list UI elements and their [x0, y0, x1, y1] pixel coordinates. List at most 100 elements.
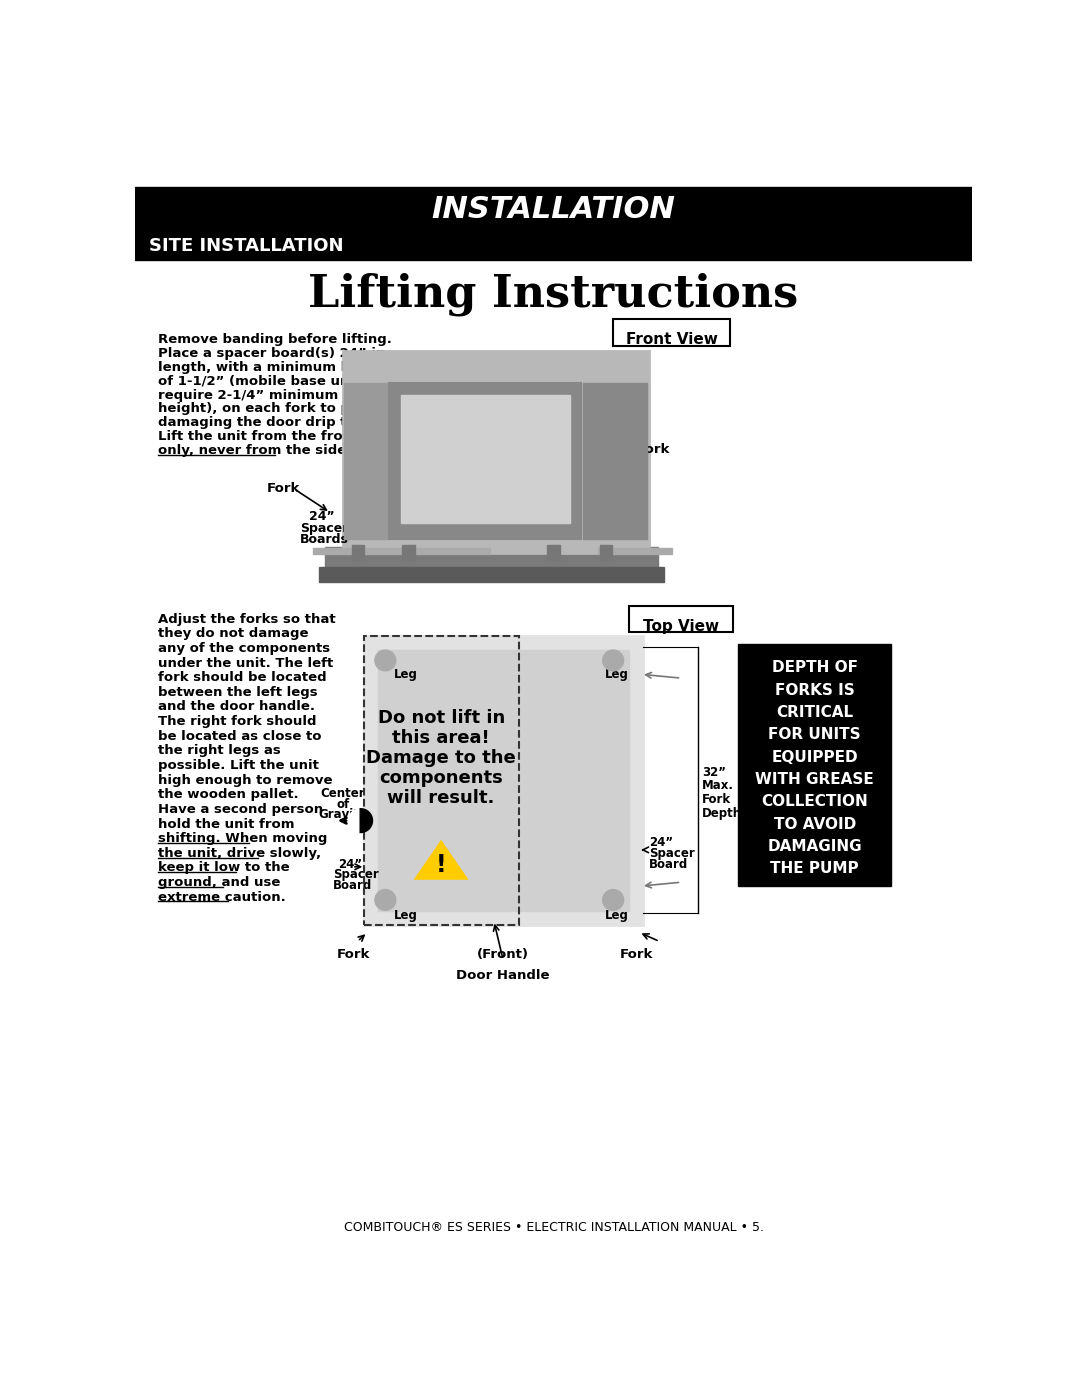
Text: and the door handle.: and the door handle. [159, 700, 315, 714]
Text: 32”: 32” [702, 766, 727, 778]
Circle shape [375, 890, 395, 909]
Text: ground, and use: ground, and use [159, 876, 281, 888]
Text: possible. Lift the unit: possible. Lift the unit [159, 759, 319, 773]
Text: THE PUMP: THE PUMP [770, 862, 859, 876]
Text: Fork: Fork [702, 793, 731, 806]
Text: 24”: 24” [649, 835, 673, 849]
Circle shape [603, 651, 623, 671]
Text: Board: Board [333, 879, 372, 893]
Text: Do not lift in: Do not lift in [378, 708, 504, 726]
Text: Adjust the forks so that: Adjust the forks so that [159, 613, 336, 626]
Text: length, with a minimum height: length, with a minimum height [159, 360, 389, 374]
Text: require 2-1/4” minimum: require 2-1/4” minimum [159, 388, 338, 401]
Wedge shape [361, 809, 373, 833]
Bar [738, 644, 891, 886]
Bar [389, 383, 581, 539]
Bar [378, 650, 629, 911]
Text: height), on each fork to prevent: height), on each fork to prevent [159, 402, 400, 415]
Text: Lifting Instructions: Lifting Instructions [309, 272, 798, 317]
Text: Spacer: Spacer [649, 847, 694, 859]
Text: INSTALLATION: INSTALLATION [432, 196, 675, 225]
Bar [135, 233, 972, 260]
Text: the unit, drive slowly,: the unit, drive slowly, [159, 847, 322, 859]
Circle shape [375, 651, 395, 671]
Text: Place a spacer board(s) 24” in: Place a spacer board(s) 24” in [159, 346, 386, 360]
Bar [364, 636, 518, 925]
Text: Center: Center [321, 787, 365, 799]
FancyBboxPatch shape [613, 320, 730, 345]
Text: Board: Board [649, 858, 688, 870]
Bar [342, 351, 649, 553]
Text: FORKS IS: FORKS IS [774, 683, 854, 697]
Text: Have a second person: Have a second person [159, 803, 323, 816]
Text: components: components [379, 768, 503, 787]
Text: Remove banding before lifting.: Remove banding before lifting. [159, 334, 392, 346]
Text: keep it low to the: keep it low to the [159, 862, 289, 875]
FancyBboxPatch shape [629, 606, 732, 631]
Bar [401, 395, 570, 524]
Text: Fork: Fork [637, 443, 671, 455]
Text: hold the unit from: hold the unit from [159, 817, 295, 831]
Bar [320, 567, 664, 583]
Wedge shape [349, 809, 361, 833]
Bar [313, 548, 490, 555]
Text: Spacer: Spacer [333, 869, 378, 882]
Text: only, never from the side.: only, never from the side. [159, 444, 352, 457]
Text: this area!: this area! [392, 729, 490, 747]
Text: 24”: 24” [309, 510, 335, 524]
Text: !: ! [436, 854, 446, 877]
Text: Depth: Depth [702, 807, 742, 820]
Text: of 1-1/2” (mobile base units: of 1-1/2” (mobile base units [159, 374, 368, 388]
Bar [548, 545, 559, 560]
Text: DAMAGING: DAMAGING [768, 840, 862, 854]
Text: TO AVOID: TO AVOID [773, 817, 855, 831]
Text: Leg: Leg [394, 668, 418, 682]
Text: Door Handle: Door Handle [457, 970, 550, 982]
Text: fork should be located: fork should be located [159, 671, 327, 685]
Text: damaging the door drip tray.: damaging the door drip tray. [159, 416, 375, 429]
Text: EQUIPPED: EQUIPPED [771, 750, 858, 764]
Text: Max.: Max. [702, 780, 734, 792]
Bar [364, 636, 643, 925]
Text: Fork: Fork [619, 947, 652, 961]
Text: of: of [336, 798, 349, 810]
Text: will result.: will result. [388, 789, 495, 807]
Text: DEPTH OF: DEPTH OF [772, 661, 858, 675]
Text: Front View: Front View [626, 332, 718, 348]
Circle shape [603, 890, 623, 909]
Text: be located as close to: be located as close to [159, 729, 322, 743]
Text: Boards: Boards [300, 532, 349, 546]
Text: Leg: Leg [394, 909, 418, 922]
Text: Fork: Fork [267, 482, 300, 495]
Text: extreme caution.: extreme caution. [159, 891, 286, 904]
Text: under the unit. The left: under the unit. The left [159, 657, 334, 669]
Text: between the left legs: between the left legs [159, 686, 318, 698]
Bar [345, 383, 387, 539]
Text: COLLECTION: COLLECTION [761, 795, 868, 809]
Text: CRITICAL: CRITICAL [777, 705, 853, 719]
Bar [135, 187, 972, 233]
Text: the wooden pallet.: the wooden pallet. [159, 788, 299, 802]
Bar [403, 545, 415, 560]
Text: Spacer: Spacer [300, 522, 349, 535]
Text: WITH GREASE: WITH GREASE [755, 773, 874, 787]
Text: the right legs as: the right legs as [159, 745, 281, 757]
Polygon shape [416, 842, 465, 879]
Text: Leg: Leg [605, 909, 629, 922]
Text: The right fork should: The right fork should [159, 715, 316, 728]
Bar [600, 545, 612, 560]
Text: (Front): (Front) [477, 947, 529, 961]
Text: Fork: Fork [337, 947, 370, 961]
Text: Damage to the: Damage to the [366, 749, 516, 767]
Text: Lift the unit from the front: Lift the unit from the front [159, 430, 359, 443]
Text: Gravity: Gravity [319, 809, 367, 821]
Text: FOR UNITS: FOR UNITS [768, 728, 861, 742]
Text: SITE INSTALLATION: SITE INSTALLATION [149, 237, 343, 256]
Text: 24”: 24” [338, 858, 362, 870]
Text: any of the components: any of the components [159, 643, 330, 655]
Text: high enough to remove: high enough to remove [159, 774, 333, 787]
Text: they do not damage: they do not damage [159, 627, 309, 640]
Text: Leg: Leg [605, 668, 629, 682]
Bar [325, 548, 658, 571]
Bar [583, 383, 647, 539]
